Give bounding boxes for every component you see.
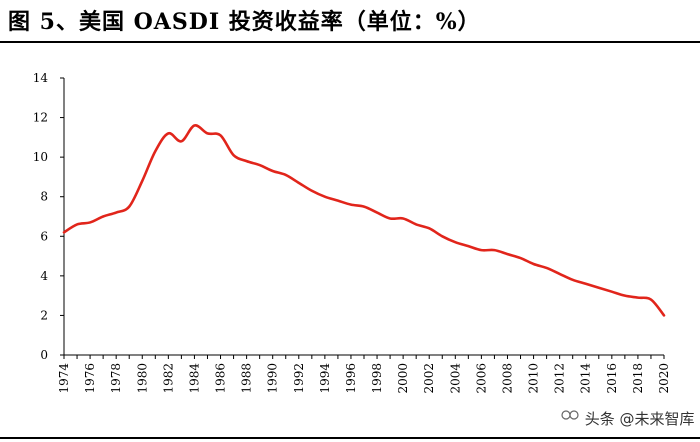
x-tick-label: 2018 bbox=[631, 363, 645, 394]
x-tick-label: 1978 bbox=[109, 363, 123, 394]
x-tick-label: 2000 bbox=[396, 363, 410, 394]
x-tick-label: 2016 bbox=[605, 363, 619, 394]
x-tick-label: 2014 bbox=[579, 363, 593, 394]
x-tick-label: 1992 bbox=[292, 363, 306, 394]
y-tick-label: 14 bbox=[33, 71, 49, 85]
x-tick-label: 2010 bbox=[527, 363, 541, 394]
x-tick-label: 1986 bbox=[214, 363, 228, 394]
x-tick-label: 1980 bbox=[135, 363, 149, 394]
y-tick-label: 10 bbox=[33, 150, 48, 164]
x-tick-label: 1982 bbox=[161, 363, 175, 394]
x-tick-label: 1994 bbox=[318, 363, 332, 394]
x-tick-label: 1984 bbox=[187, 363, 201, 394]
watermark: 头条 @未来智库 bbox=[560, 408, 695, 429]
series-line bbox=[62, 124, 666, 317]
x-tick-label: 1974 bbox=[57, 363, 71, 394]
x-tick-label: 2006 bbox=[474, 363, 488, 394]
chart-title: 图 5、美国 OASDI 投资收益率（单位：%） bbox=[8, 9, 481, 35]
x-tick-label: 2004 bbox=[448, 363, 462, 394]
y-tick-label: 8 bbox=[40, 190, 48, 204]
x-tick-label: 1988 bbox=[240, 363, 254, 394]
title-divider bbox=[0, 41, 700, 43]
y-tick-label: 12 bbox=[33, 111, 48, 125]
y-tick-label: 2 bbox=[40, 308, 48, 322]
x-tick-label: 1996 bbox=[344, 363, 358, 394]
x-tick-label: 2002 bbox=[422, 363, 436, 394]
x-tick-label: 2012 bbox=[553, 363, 567, 394]
watermark-text: 头条 @未来智库 bbox=[584, 410, 695, 428]
x-tick-label: 1998 bbox=[370, 363, 384, 394]
x-tick-label: 2020 bbox=[657, 363, 671, 394]
x-tick-label: 1990 bbox=[266, 363, 280, 394]
y-tick-label: 0 bbox=[40, 348, 48, 362]
bottom-divider bbox=[0, 437, 700, 439]
watermark-logo-icon bbox=[560, 410, 580, 427]
y-tick-label: 6 bbox=[40, 229, 48, 243]
y-tick-label: 4 bbox=[40, 269, 48, 283]
x-tick-label: 2008 bbox=[500, 363, 514, 394]
x-tick-label: 1976 bbox=[83, 363, 97, 394]
